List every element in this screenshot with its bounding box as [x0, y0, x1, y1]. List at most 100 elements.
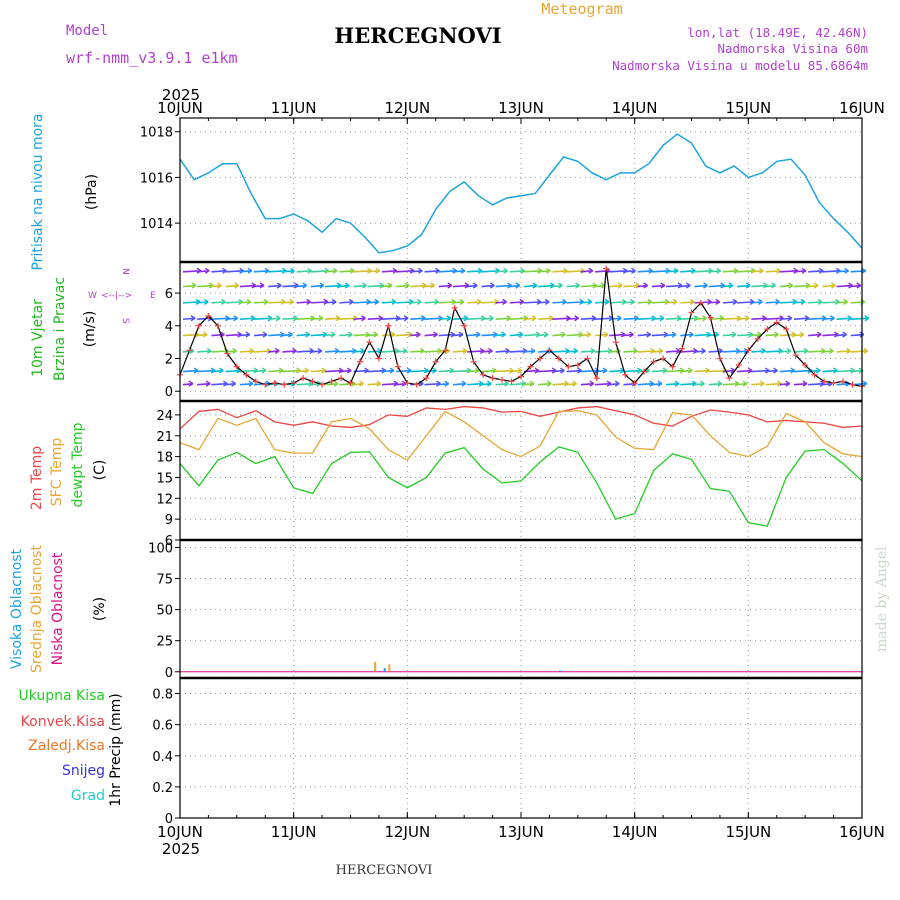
wind-arrow-head	[802, 380, 808, 387]
wind-arrow-head	[416, 298, 422, 305]
wind-arrow	[410, 284, 427, 288]
wind-arrow-head	[688, 331, 694, 338]
wind-arrow	[452, 301, 465, 304]
wind-arrow-head	[262, 331, 268, 338]
wind-marker	[773, 319, 780, 326]
wind-arrow	[381, 333, 395, 337]
wind-arrow	[197, 382, 211, 386]
wind-arrow	[367, 333, 378, 337]
wind-arrow-head	[302, 282, 308, 289]
wind-arrow	[310, 284, 324, 288]
pressure-title: Pritisak na nivou mora	[30, 113, 46, 270]
wind-arrow	[623, 333, 634, 337]
wind-arrow	[793, 382, 808, 386]
wind-arrow	[779, 301, 797, 304]
wind-arrow-head	[715, 298, 721, 305]
wind-arrow	[566, 369, 582, 373]
wind-arrow	[594, 333, 609, 337]
wind-arrow	[694, 284, 708, 288]
wind-arrow-head	[289, 298, 294, 305]
wind-arrow	[282, 301, 294, 304]
wind-arrow-head	[519, 298, 525, 305]
wind-arrow	[467, 382, 484, 386]
wind-arrow-head	[572, 380, 577, 387]
wind-arrow-head	[801, 267, 807, 274]
wind-arrow-head	[532, 282, 538, 289]
year-bottom: 2025	[162, 840, 200, 858]
wind-arrow	[325, 284, 342, 288]
wind-arrow	[651, 284, 665, 288]
day-label-bottom: 12JUN	[384, 823, 430, 841]
wind-arrow	[452, 270, 466, 273]
wind-arrow	[850, 369, 863, 373]
wind-marker	[527, 363, 534, 370]
wind-arrow	[751, 317, 767, 321]
wind-arrow	[751, 270, 764, 273]
wind-arrow	[268, 333, 285, 337]
wind-arrow	[637, 350, 655, 353]
wind-arrow-head	[475, 331, 481, 338]
temp-tick-label: 15	[156, 471, 173, 486]
temp-title-dewpt: dewpt Temp	[70, 422, 86, 507]
wind-arrow	[609, 382, 620, 386]
wind-arrow	[651, 350, 663, 353]
wind-arrow	[808, 369, 821, 373]
wind-arrow-head	[586, 331, 592, 338]
compass-s: S	[120, 318, 130, 324]
wind-arrow	[239, 350, 254, 353]
wind-marker	[726, 375, 733, 382]
wind-arrow	[481, 333, 498, 337]
wind-arrow	[694, 382, 705, 386]
wind-arrow-head	[502, 298, 507, 305]
wind-arrow	[509, 301, 524, 304]
wind-arrow-head	[402, 347, 408, 355]
wind-arrow	[737, 333, 754, 337]
wind-arrow-head	[204, 267, 210, 274]
wind-arrow	[765, 333, 779, 337]
wind-arrow-head	[217, 282, 222, 289]
wind-arrow	[282, 350, 297, 353]
temp-tick-label: 18	[156, 451, 173, 466]
wind-arrow	[452, 350, 468, 353]
wind-arrow	[666, 382, 680, 386]
wind-marker	[233, 363, 240, 370]
wind-arrow	[424, 284, 435, 288]
wind-arrow-head	[489, 315, 494, 322]
wind-arrow-head	[759, 380, 765, 387]
wind-arrow-head	[347, 331, 353, 338]
day-label-bottom: 10JUN	[157, 823, 203, 841]
wind-arrow-head	[673, 267, 679, 274]
wind-arrow-head	[359, 380, 364, 387]
wind-marker	[262, 381, 269, 388]
wind-marker	[470, 358, 477, 365]
wind-marker	[840, 378, 847, 385]
wind-arrow	[538, 301, 550, 304]
wind-arrow	[552, 382, 569, 386]
wind-marker	[271, 380, 278, 387]
wind-arrow-head	[374, 298, 380, 305]
wind-arrow	[481, 301, 499, 304]
wind-marker	[451, 304, 458, 311]
wind-title-2: Brzina i Pravac	[52, 277, 68, 381]
pressure-grid	[180, 118, 862, 262]
wind-arrow	[666, 284, 683, 288]
wind-arrow	[339, 369, 352, 373]
wind-marker	[404, 380, 411, 387]
cloud-unit: (%)	[92, 597, 108, 621]
wind-arrow-head	[331, 298, 337, 305]
wind-arrow-head	[543, 331, 549, 338]
wind-marker	[697, 299, 704, 306]
compass-arrows: <--|-->	[101, 291, 132, 301]
wind-arrow-head	[501, 331, 506, 338]
wind-arrow-head	[415, 331, 421, 338]
wind-arrow	[538, 317, 554, 321]
wind-arrow-head	[504, 380, 509, 387]
wind-arrow	[708, 350, 723, 353]
wind-arrow	[808, 270, 824, 273]
wind-arrow-head	[843, 298, 848, 305]
wind-arrow	[253, 301, 269, 304]
wind-arrow	[509, 369, 522, 373]
wind-arrow	[666, 317, 682, 321]
wind-arrow-head	[630, 298, 635, 305]
wind-arrow	[282, 284, 299, 288]
